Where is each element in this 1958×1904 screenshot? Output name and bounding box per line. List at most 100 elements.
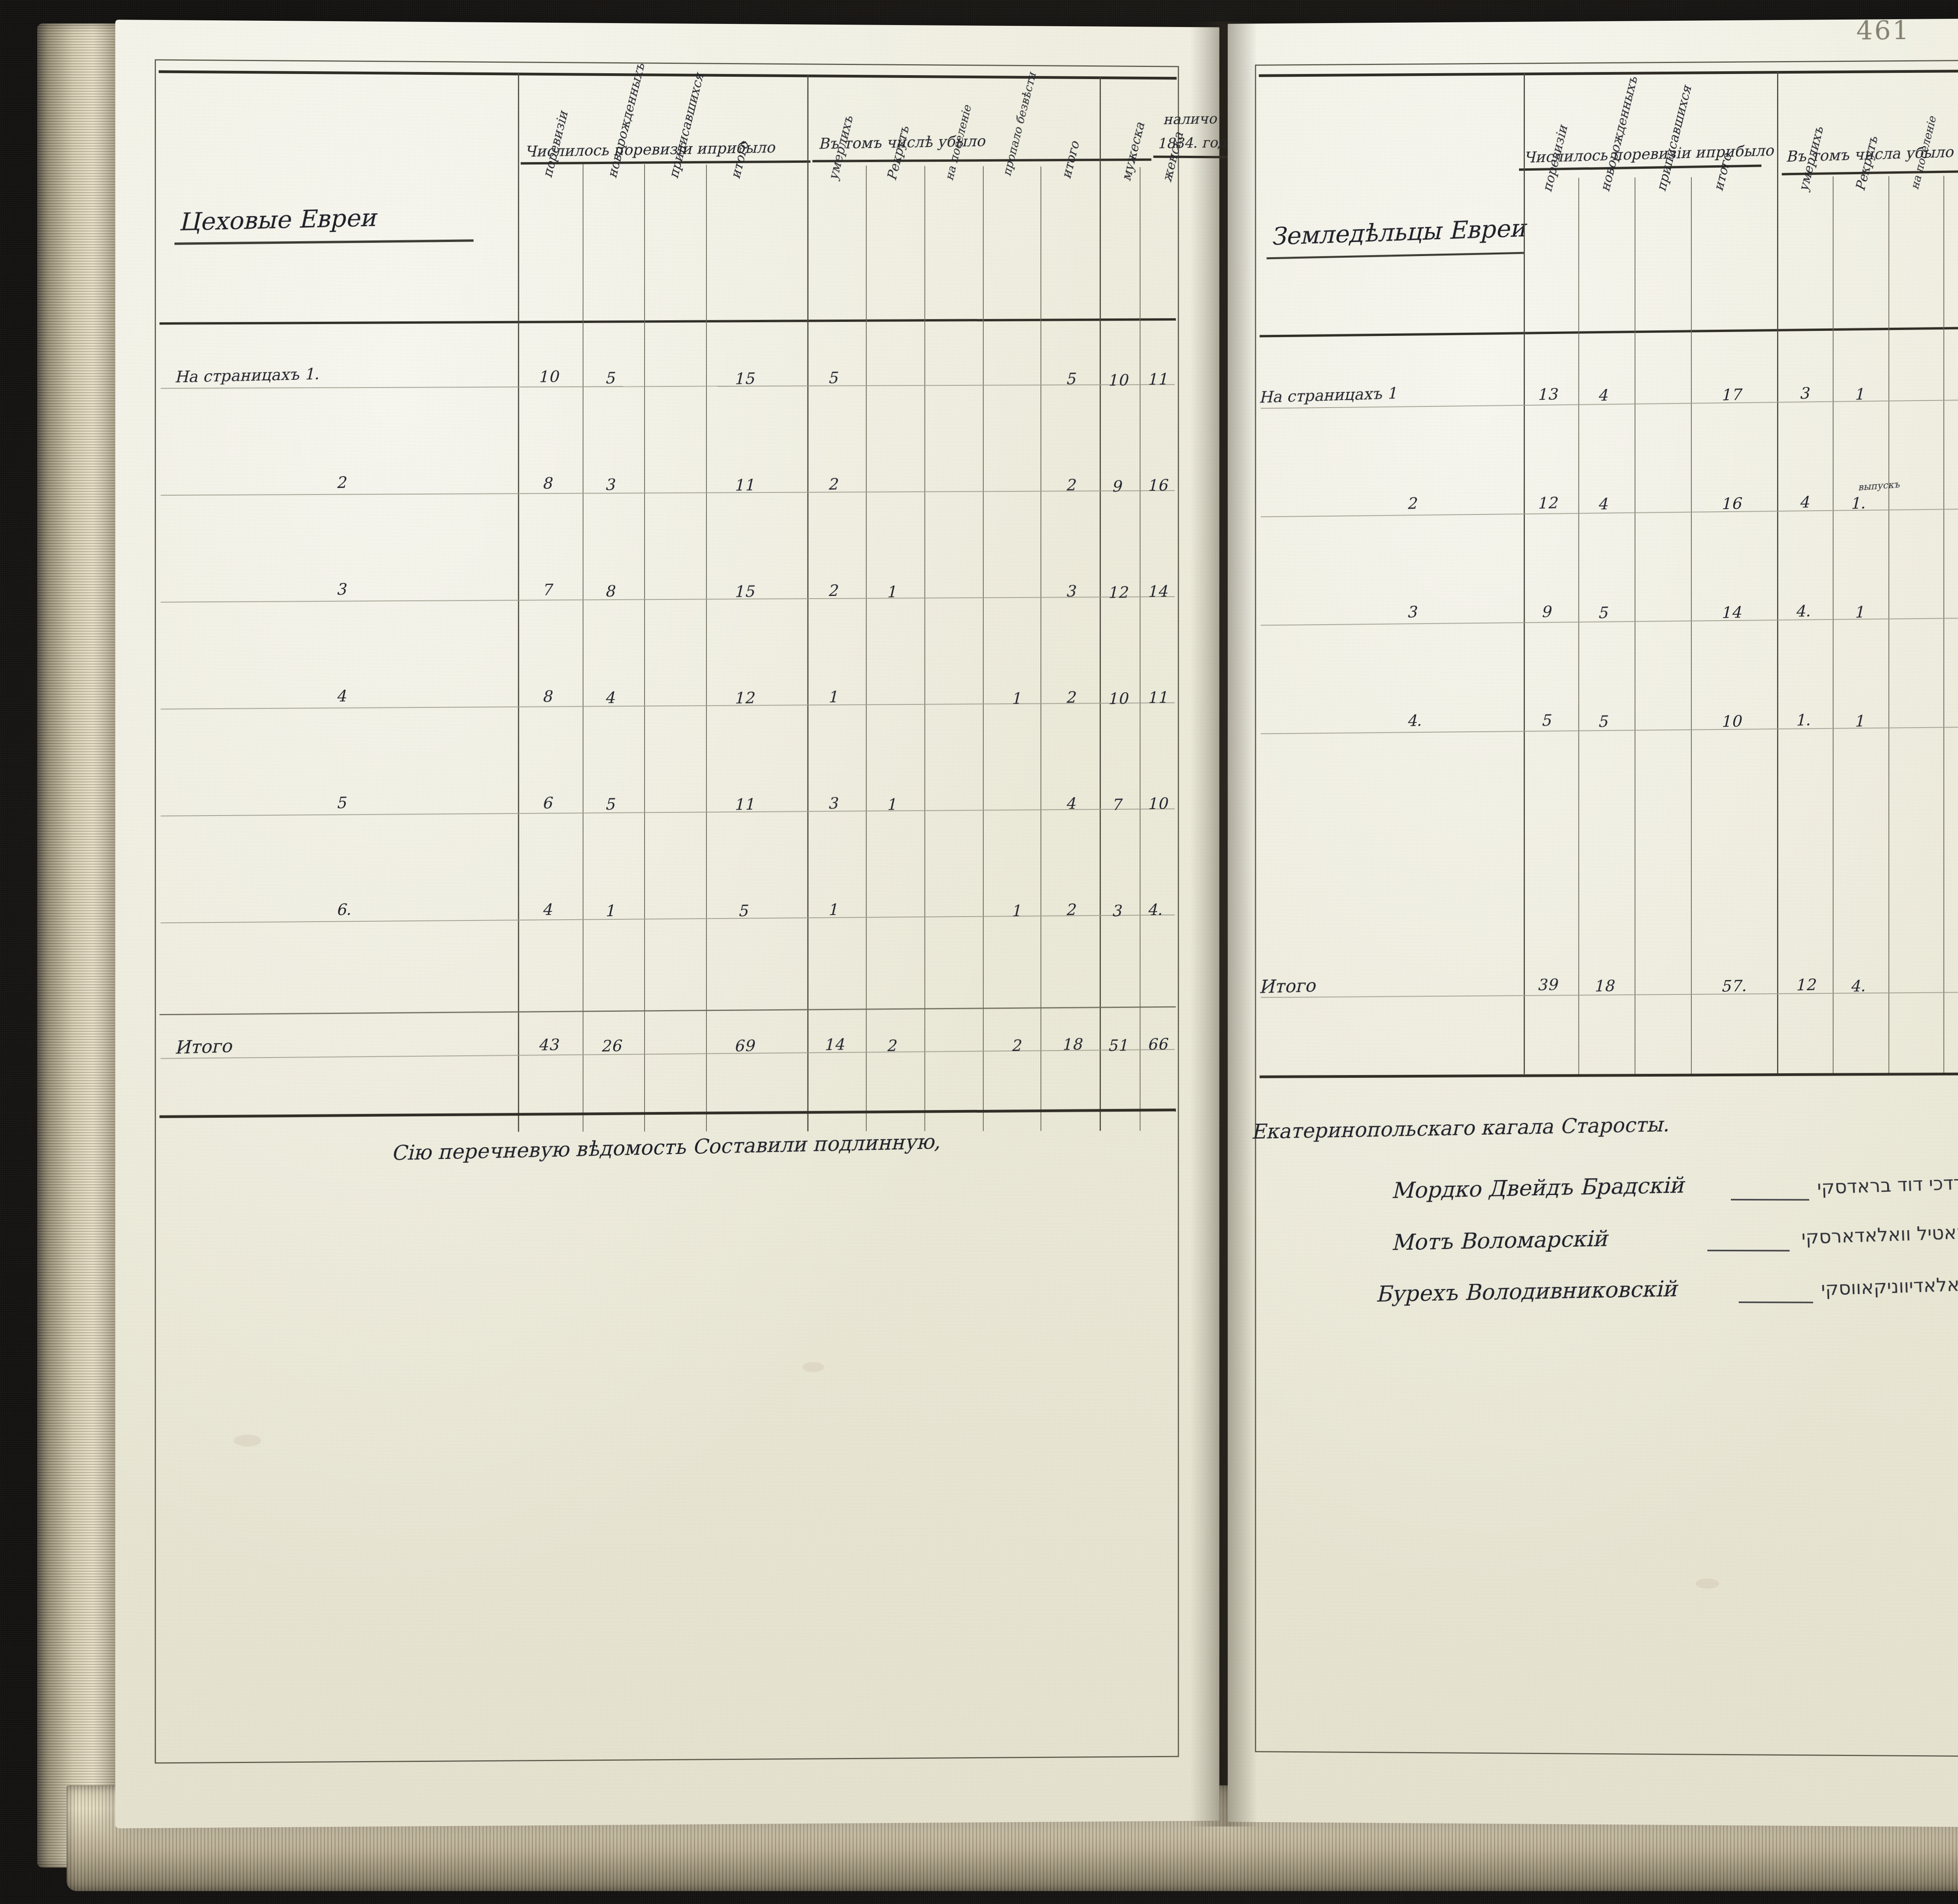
open-ledger-book: Цеховые Евреи Числилось поревизіи иприбы…	[0, 0, 1958, 1904]
right-page: 461 З. Земледѣльцы Евреи Числилось порев…	[1228, 17, 1958, 1829]
table-cell: 14	[1721, 603, 1742, 621]
table-cell: 1	[886, 795, 896, 813]
table-cell: 16	[1721, 494, 1742, 513]
table-cell: 18	[1593, 976, 1615, 995]
left-colrule-8	[1040, 166, 1041, 1131]
table-cell: 10	[1107, 371, 1128, 389]
table-cell: 10	[1721, 712, 1742, 730]
table-cell: 4.	[1147, 901, 1163, 919]
table-cell: 16	[1147, 476, 1168, 494]
table-cell: 26	[600, 1037, 621, 1055]
table-cell: 1	[827, 901, 838, 919]
table-cell: 7	[1111, 796, 1122, 814]
table-cell: 2	[1065, 688, 1076, 706]
folio-number: 461	[1856, 15, 1910, 46]
table-cell: 9	[1111, 477, 1122, 495]
table-cell: 2	[886, 1036, 896, 1054]
table-cell: 5	[827, 369, 838, 387]
right-table-body: На страницахъ 113417314131221241641.5111…	[1228, 17, 1958, 24]
right-colrule-3	[1691, 177, 1692, 1074]
table-cell: 9	[1541, 603, 1551, 621]
table-cell: 3	[604, 475, 615, 493]
table-cell: 11	[733, 476, 755, 494]
table-row-label: 2	[336, 473, 346, 492]
table-cell: 4	[542, 901, 552, 919]
table-cell: 39	[1537, 975, 1558, 994]
table-cell: 11	[1147, 370, 1168, 388]
left-colrule-4	[807, 75, 809, 1131]
table-cell: 51	[1107, 1036, 1128, 1054]
table-cell: 1	[886, 583, 896, 601]
right-colrule-4	[1777, 72, 1778, 1074]
right-page-frame	[1255, 58, 1958, 1758]
table-cell: 1	[604, 902, 615, 920]
table-cell: 4.	[1795, 602, 1811, 620]
table-cell: 1	[1854, 385, 1864, 403]
table-cell: 43	[538, 1036, 559, 1054]
table-row-label: 4	[336, 687, 346, 705]
table-cell: 11	[1147, 688, 1168, 707]
table-cell: 1	[1011, 902, 1021, 920]
table-cell: 1	[1011, 689, 1021, 707]
paper-foxing-spot	[1696, 1579, 1719, 1589]
table-row-label: 4.	[1407, 711, 1422, 730]
table-cell: 10	[1147, 794, 1168, 813]
left-group-title: Цеховые Евреи	[178, 203, 376, 236]
table-cell: 1	[1854, 712, 1864, 730]
table-cell: 2	[1011, 1036, 1021, 1054]
signature-name-2: Мотъ Воломарскій	[1391, 1225, 1608, 1255]
table-cell: 66	[1147, 1035, 1168, 1053]
table-cell: 6	[542, 794, 552, 812]
table-cell: 12	[1107, 583, 1128, 602]
table-cell: 12	[733, 689, 755, 707]
left-page: Цеховые Евреи Числилось поревизіи иприбы…	[115, 20, 1219, 1828]
table-cell: 4	[1065, 794, 1076, 812]
table-cell: 17	[1721, 385, 1742, 404]
signature-name-3: Бурехъ Володивниковскій	[1375, 1276, 1677, 1307]
table-cell: 2	[827, 475, 838, 493]
table-cell: 12	[1795, 976, 1816, 994]
table-cell: 3	[1799, 384, 1810, 402]
table-cell: 13	[1537, 385, 1558, 403]
table-cell: 10	[1107, 689, 1128, 708]
paper-foxing-spot	[803, 1362, 824, 1372]
right-colrule-0	[1524, 73, 1525, 1074]
table-cell: 3	[1065, 582, 1076, 600]
table-cell: 1	[827, 688, 838, 706]
table-cell: 57.	[1721, 976, 1747, 995]
table-cell: 7	[542, 581, 552, 599]
table-cell: 2	[1065, 901, 1076, 919]
table-cell: 14	[824, 1035, 845, 1054]
table-cell: 69	[733, 1036, 755, 1055]
table-cell: 12	[1537, 494, 1558, 512]
table-cell: 4	[1799, 493, 1810, 511]
table-cell: 4	[1597, 495, 1608, 513]
left-colrule-5	[866, 166, 867, 1131]
signature-dash-2	[1707, 1250, 1790, 1252]
left-page-frame	[155, 59, 1179, 1763]
signature-dash-1	[1731, 1199, 1809, 1200]
left-colrule-3	[706, 165, 707, 1132]
table-row-label: 6.	[336, 900, 351, 919]
table-cell: 2	[827, 581, 838, 599]
left-header-span-present: наличо	[1163, 110, 1217, 127]
table-cell: 3	[827, 794, 838, 812]
table-cell: 4.	[1850, 977, 1866, 995]
left-colrule-0	[518, 73, 519, 1132]
table-row-label: 3	[1407, 603, 1417, 621]
table-cell: 15	[733, 582, 755, 601]
table-cell: 4	[1597, 386, 1608, 404]
table-cell: 8	[542, 474, 552, 493]
left-colrule-2	[644, 164, 645, 1132]
table-cell: 18	[1061, 1035, 1082, 1054]
left-table-body: На страницахъ 1.105155510112831122916378…	[115, 20, 1219, 27]
table-cell: 8	[604, 582, 615, 600]
table-cell: 5	[604, 369, 615, 387]
table-cell: 1.	[1795, 711, 1811, 729]
table-row-label: 2	[1407, 494, 1417, 513]
paper-foxing-spot	[234, 1435, 261, 1446]
table-cell: 5	[1597, 603, 1608, 622]
table-row-total-label: Итого	[174, 1035, 232, 1058]
table-cell: 10	[538, 367, 559, 386]
signature-dash-3	[1739, 1301, 1813, 1303]
